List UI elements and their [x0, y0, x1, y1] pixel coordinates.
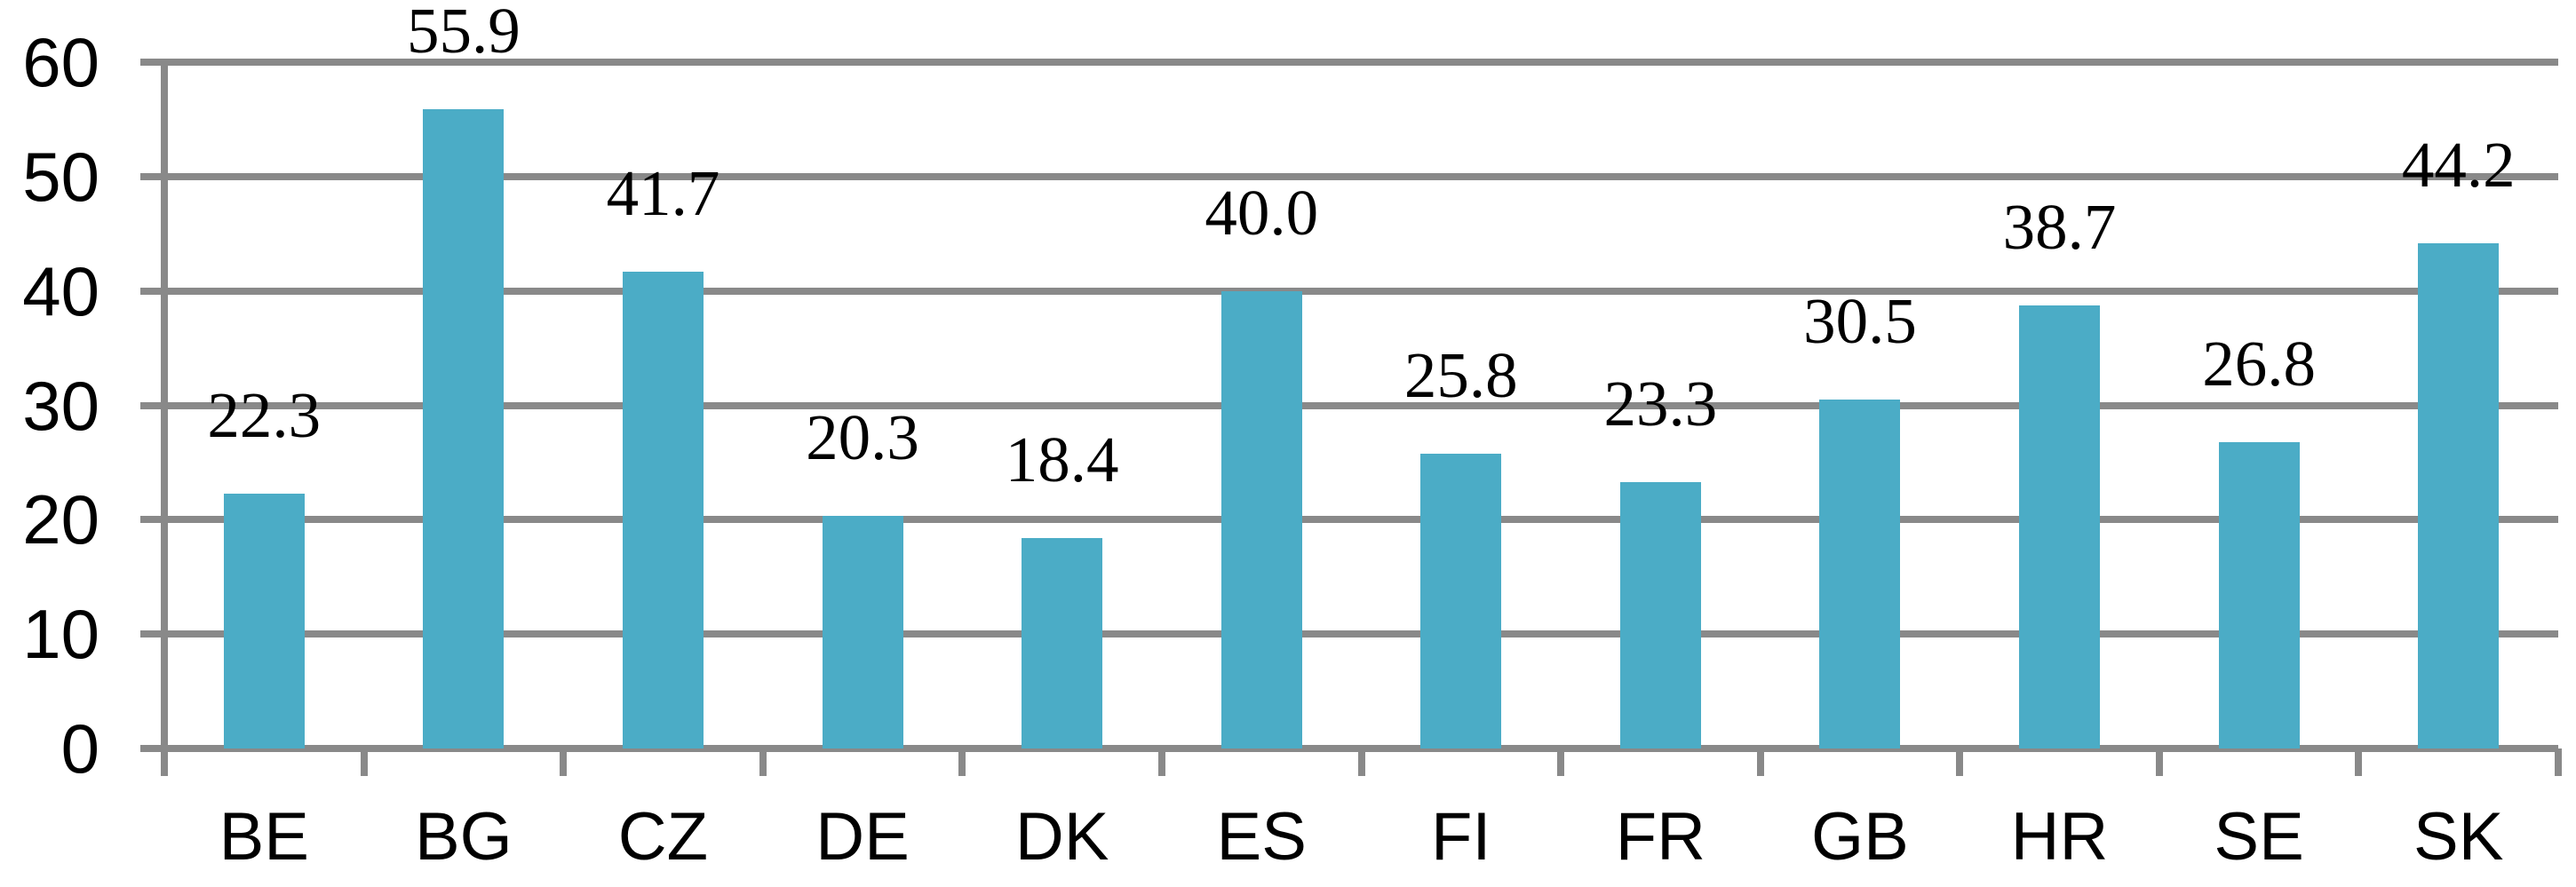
- gridline: [140, 172, 2558, 180]
- gridline: [140, 287, 2558, 295]
- x-tick-label-FI: FI: [1431, 799, 1491, 875]
- y-tick-label: 50: [22, 137, 99, 216]
- data-label-ES: 40.0: [1205, 176, 1319, 249]
- x-axis-tick: [1956, 748, 1964, 776]
- bar-FR: [1619, 481, 1701, 748]
- data-label-FI: 25.8: [1403, 338, 1518, 411]
- gridline: [140, 630, 2558, 638]
- y-tick-label: 60: [22, 23, 99, 101]
- x-tick-label-DE: DE: [815, 799, 910, 875]
- data-label-DK: 18.4: [1005, 423, 1119, 495]
- bar-HR: [2019, 305, 2101, 748]
- bar-FI: [1420, 453, 1502, 748]
- x-axis-tick: [2355, 748, 2363, 776]
- data-label-SK: 44.2: [2401, 128, 2516, 201]
- bar-BG: [423, 108, 505, 748]
- x-tick-label-DK: DK: [1014, 799, 1109, 875]
- x-tick-label-SK: SK: [2413, 799, 2504, 875]
- data-label-SE: 26.8: [2202, 327, 2316, 400]
- data-label-BE: 22.3: [207, 378, 322, 451]
- data-label-FR: 23.3: [1603, 367, 1718, 440]
- bar-SK: [2418, 242, 2500, 748]
- x-tick-label-FR: FR: [1615, 799, 1706, 875]
- bar-ES: [1220, 290, 1302, 748]
- y-tick-label: 30: [22, 366, 99, 445]
- bar-BE: [223, 493, 305, 748]
- x-axis-tick: [2555, 748, 2562, 776]
- y-tick-label: 40: [22, 251, 99, 330]
- x-axis-tick: [759, 748, 767, 776]
- y-tick-label: 0: [60, 709, 99, 788]
- x-axis-tick: [1557, 748, 1565, 776]
- x-tick-label-BG: BG: [414, 799, 513, 875]
- gridline: [140, 59, 2558, 66]
- y-tick-label: 10: [22, 595, 99, 674]
- bar-GB: [1819, 400, 1901, 748]
- gridline: [140, 516, 2558, 524]
- x-axis-tick: [560, 748, 568, 776]
- bar-SE: [2218, 441, 2300, 748]
- x-axis-tick: [1756, 748, 1764, 776]
- data-label-CZ: 41.7: [606, 156, 720, 229]
- y-axis-line: [161, 62, 168, 776]
- y-tick-label: 20: [22, 480, 99, 559]
- x-tick-label-HR: HR: [2010, 799, 2109, 875]
- x-axis-line: [140, 745, 2558, 752]
- data-label-HR: 38.7: [2002, 191, 2117, 264]
- bar-DE: [822, 516, 903, 748]
- data-label-DE: 20.3: [806, 401, 919, 474]
- bar-CZ: [622, 271, 704, 748]
- bar-DK: [1022, 537, 1103, 748]
- x-axis-tick: [958, 748, 966, 776]
- x-tick-label-BE: BE: [219, 799, 309, 875]
- x-axis-tick: [2155, 748, 2163, 776]
- data-label-BG: 55.9: [407, 0, 521, 67]
- x-tick-label-CZ: CZ: [617, 799, 709, 875]
- x-tick-label-SE: SE: [2214, 799, 2304, 875]
- data-label-GB: 30.5: [1803, 285, 1917, 358]
- x-tick-label-ES: ES: [1216, 799, 1307, 875]
- gridline: [140, 401, 2558, 409]
- x-axis-tick: [1157, 748, 1165, 776]
- x-axis-tick: [360, 748, 368, 776]
- x-axis-tick: [1357, 748, 1365, 776]
- x-tick-label-GB: GB: [1811, 799, 1909, 875]
